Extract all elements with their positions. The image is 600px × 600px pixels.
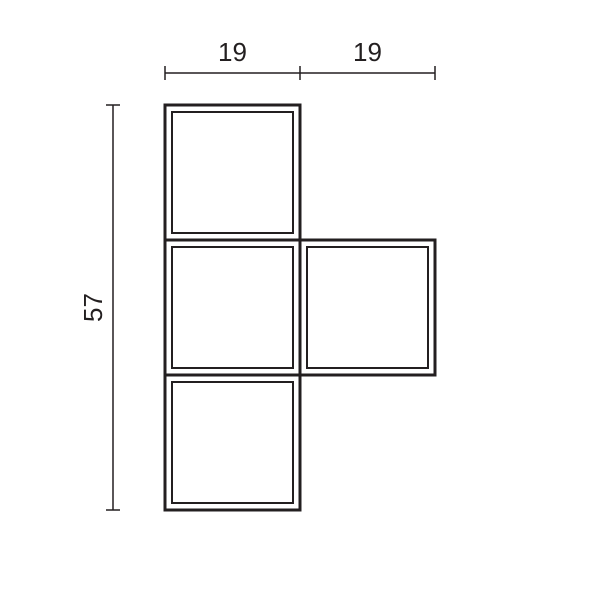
box-3 [165,375,300,510]
dimension-diagram: 19 19 57 [0,0,600,600]
box-1 [165,240,300,375]
dim-left-label: 57 [78,293,108,322]
dim-top-label-0: 19 [218,37,247,67]
box-2 [300,240,435,375]
dim-top-label-1: 19 [353,37,382,67]
box-0 [165,105,300,240]
